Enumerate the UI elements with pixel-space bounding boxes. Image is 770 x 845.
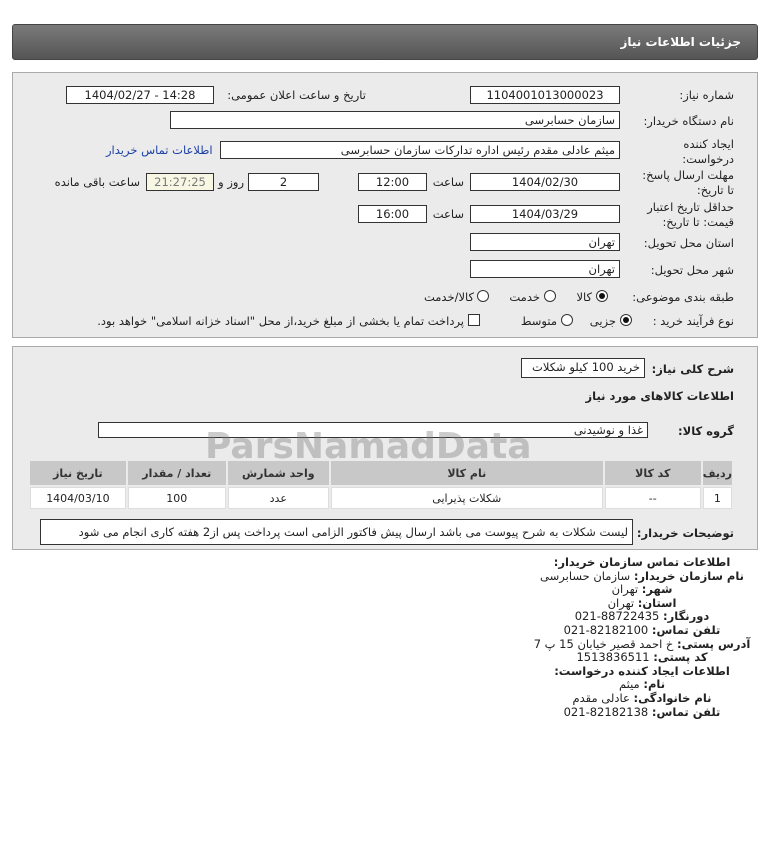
buyer-field: سازمان حسابرسی [170, 111, 620, 129]
col-row: ردیف [702, 461, 732, 485]
phone-label: تلفن تماس: [651, 622, 721, 637]
fax-value: 88722435-021 [574, 609, 660, 624]
validity-time-label: ساعت [432, 207, 464, 221]
contact-title: اطلاعات تماس سازمان خریدار: [553, 555, 731, 569]
creator-phone-value: 82182138-021 [563, 704, 649, 719]
family-label: نام خانوادگی: [633, 690, 712, 705]
postal-label: کد پستی: [653, 650, 708, 665]
payment-note: پرداخت تمام یا بخشی از مبلغ خرید،از محل … [97, 314, 464, 328]
cell-row: 1 [702, 487, 732, 509]
desc-field: لیست شکلات به شرح پیوست می باشد ارسال پی… [40, 519, 633, 545]
group-label: گروه کالا: [678, 424, 734, 438]
category-radio-goods[interactable] [596, 290, 608, 302]
remaining-time-field: 21:27:25 [146, 173, 214, 191]
requester-label: ایجاد کننده [683, 137, 734, 151]
province-field: تهران [470, 233, 620, 251]
fax-label: دورنگار: [663, 609, 710, 624]
postal-value: 1513836511 [576, 650, 650, 665]
announce-label: تاریخ و ساعت اعلان عمومی: [227, 88, 366, 102]
org-label: نام سازمان خریدار: [633, 568, 744, 583]
cell-name: شکلات پذیرایی [330, 487, 603, 509]
contact-info: اطلاعات تماس سازمان خریدار: نام سازمان خ… [522, 555, 762, 719]
group-field: غذا و نوشیدنی [98, 422, 648, 438]
phone-value: 82182100-021 [563, 622, 649, 637]
city-label: شهر: [641, 582, 673, 597]
page-header: جزئیات اطلاعات نیاز [12, 24, 758, 60]
page-title: جزئیات اطلاعات نیاز [620, 35, 741, 49]
validity-date-field: 1404/03/29 [470, 205, 620, 223]
creator-title: اطلاعات ایجاد کننده درخواست: [554, 663, 730, 678]
process-radio-medium[interactable] [561, 314, 573, 326]
family-value: عادلی مقدم [572, 690, 630, 705]
province-label: استان محل تحویل: [643, 236, 734, 250]
desc-label: توضیحات خریدار: [636, 526, 734, 540]
buyer-contact-link[interactable]: اطلاعات تماس خریدار [106, 143, 213, 157]
days-label: روز و [218, 175, 244, 189]
org-value: سازمان حسابرسی [540, 568, 631, 583]
goods-panel [12, 346, 758, 550]
col-unit: واحد شمارش [227, 461, 329, 485]
validity-label: حداقل تاریخ اعتبار [647, 200, 734, 214]
validity-time-field: 16:00 [358, 205, 427, 223]
category-radio-service[interactable] [544, 290, 556, 302]
name-label: نام: [643, 677, 666, 692]
table-row: 1 -- شکلات پذیرایی عدد 100 1404/03/10 [30, 487, 732, 509]
province-label: استان: [637, 595, 677, 610]
deadline-label: مهلت ارسال پاسخ: [642, 168, 734, 182]
summary-field: خرید 100 کیلو شکلات [521, 358, 645, 378]
requester-field: میثم عادلی مقدم رئیس اداره تدارکات سازما… [220, 141, 620, 159]
process-option-medium: متوسط [520, 314, 557, 328]
category-option-goods: کالا [576, 290, 592, 304]
goods-title: اطلاعات کالاهای مورد نیاز [585, 389, 734, 403]
col-code: کد کالا [604, 461, 701, 485]
category-option-both: کالا/خدمت [423, 290, 474, 304]
province-value: تهران [607, 595, 635, 610]
days-field: 2 [248, 173, 319, 191]
process-label: نوع فرآیند خرید : [652, 314, 734, 328]
remaining-label: ساعت باقی مانده [54, 175, 140, 189]
announce-field: 1404/02/27 - 14:28 [66, 86, 214, 104]
name-value: میثم [618, 677, 640, 692]
buyer-label: نام دستگاه خریدار: [643, 114, 734, 128]
category-label: طبقه بندی موضوعی: [632, 290, 734, 304]
process-option-minor: جزیی [589, 314, 616, 328]
need-number-field: 1104001013000023 [470, 86, 620, 104]
deadline-time-field: 12:00 [358, 173, 427, 191]
summary-label: شرح کلی نیاز: [651, 362, 734, 376]
payment-checkbox[interactable] [468, 314, 480, 326]
goods-table: ردیف کد کالا نام کالا واحد شمارش تعداد /… [28, 459, 734, 511]
address-label: آدرس پستی: [677, 636, 751, 651]
category-option-service: خدمت [509, 290, 540, 304]
process-radio-minor[interactable] [620, 314, 632, 326]
cell-qty: 100 [127, 487, 226, 509]
col-name: نام کالا [330, 461, 603, 485]
cell-unit: عدد [227, 487, 329, 509]
col-qty: تعداد / مقدار [127, 461, 226, 485]
validity-label-2: قیمت: تا تاریخ: [662, 215, 734, 229]
requester-label-2: درخواست: [682, 152, 734, 166]
cell-code: -- [604, 487, 701, 509]
cell-date: 1404/03/10 [30, 487, 126, 509]
address-value: خ احمد قصیر خیابان 15 پ 7 [533, 636, 674, 651]
need-number-label: شماره نیاز: [679, 88, 734, 102]
creator-phone-label: تلفن تماس: [651, 704, 721, 719]
deadline-date-field: 1404/02/30 [470, 173, 620, 191]
city-value: تهران [611, 582, 639, 597]
deadline-label-2: تا تاریخ: [696, 183, 734, 197]
col-date: تاریخ نیاز [30, 461, 126, 485]
city-field: تهران [470, 260, 620, 278]
city-label: شهر محل تحویل: [650, 263, 734, 277]
category-radio-both[interactable] [477, 290, 489, 302]
deadline-time-label: ساعت [432, 175, 464, 189]
